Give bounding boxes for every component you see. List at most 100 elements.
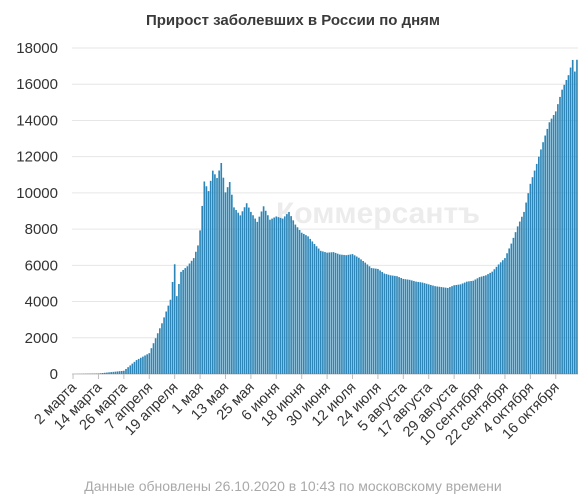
bar xyxy=(216,178,218,374)
bar xyxy=(330,252,333,374)
bar xyxy=(271,218,273,374)
bar xyxy=(173,264,176,374)
bar xyxy=(178,283,180,374)
bar xyxy=(542,142,544,374)
bar xyxy=(99,373,102,374)
bar xyxy=(334,252,337,374)
y-tick-label: 10000 xyxy=(16,185,58,202)
bar xyxy=(565,80,568,374)
bar xyxy=(252,215,254,374)
bar xyxy=(228,182,231,374)
bar xyxy=(262,206,265,374)
bar xyxy=(557,104,559,374)
bar xyxy=(394,275,396,374)
bar xyxy=(209,180,212,374)
bar xyxy=(421,282,424,374)
bar xyxy=(478,277,481,374)
bar xyxy=(453,285,455,374)
bar xyxy=(529,183,532,374)
bar xyxy=(338,254,341,374)
bar xyxy=(472,280,475,374)
bar xyxy=(190,260,193,374)
bar xyxy=(381,271,383,374)
bar xyxy=(311,241,314,374)
bar xyxy=(207,191,210,374)
bar xyxy=(372,268,375,374)
bar xyxy=(150,348,153,374)
bar xyxy=(292,220,295,374)
bar xyxy=(267,215,269,374)
bar xyxy=(184,268,187,374)
bar xyxy=(233,207,235,374)
bar xyxy=(514,232,517,374)
bar xyxy=(561,89,563,374)
bar xyxy=(476,278,479,374)
bar xyxy=(273,217,276,374)
bar xyxy=(451,286,453,374)
bar xyxy=(408,279,411,374)
bar xyxy=(396,276,398,374)
bar xyxy=(540,149,542,374)
bar xyxy=(154,338,157,374)
bar xyxy=(243,207,246,374)
bar xyxy=(144,355,146,374)
bar xyxy=(159,328,161,374)
bar xyxy=(298,230,301,374)
bar xyxy=(574,71,576,374)
y-tick-label: 18000 xyxy=(16,40,58,57)
bar xyxy=(523,211,525,374)
bar xyxy=(123,370,125,374)
bar xyxy=(294,224,297,374)
bar xyxy=(152,343,155,374)
bar xyxy=(377,268,379,374)
bar xyxy=(406,279,409,374)
bar xyxy=(493,269,496,374)
bar xyxy=(358,257,360,374)
bar xyxy=(436,286,439,374)
bar xyxy=(366,264,369,374)
bar xyxy=(432,285,434,374)
bar xyxy=(199,230,201,374)
bar xyxy=(497,264,500,374)
bar xyxy=(250,211,252,374)
bar xyxy=(156,333,159,374)
bar xyxy=(576,59,578,375)
bars xyxy=(74,59,578,375)
bar xyxy=(480,276,483,374)
bar xyxy=(112,371,115,374)
bar xyxy=(258,216,261,374)
bar xyxy=(487,274,489,374)
bar xyxy=(516,226,519,374)
bar xyxy=(499,262,502,374)
bar xyxy=(521,216,523,374)
bar xyxy=(247,207,250,374)
bar xyxy=(544,135,547,374)
bar xyxy=(400,278,403,374)
bar xyxy=(296,227,299,374)
bar xyxy=(389,275,392,374)
bar xyxy=(188,263,191,374)
bar xyxy=(495,266,498,374)
bar xyxy=(538,156,540,374)
bar xyxy=(148,353,151,374)
bar xyxy=(554,111,557,374)
bar xyxy=(129,365,132,374)
bar xyxy=(142,356,144,374)
bar xyxy=(175,296,178,374)
bar xyxy=(203,181,206,374)
y-tick-label: 14000 xyxy=(16,112,58,129)
bar xyxy=(569,67,572,374)
bar xyxy=(254,218,256,374)
y-tick-label: 2000 xyxy=(25,330,58,347)
bar xyxy=(211,170,214,374)
bar xyxy=(525,202,527,374)
bar xyxy=(279,217,282,374)
bar xyxy=(343,254,345,374)
bar xyxy=(508,248,511,374)
bar xyxy=(133,361,136,374)
bar xyxy=(463,282,466,374)
bar xyxy=(455,284,458,374)
bar xyxy=(360,259,362,374)
